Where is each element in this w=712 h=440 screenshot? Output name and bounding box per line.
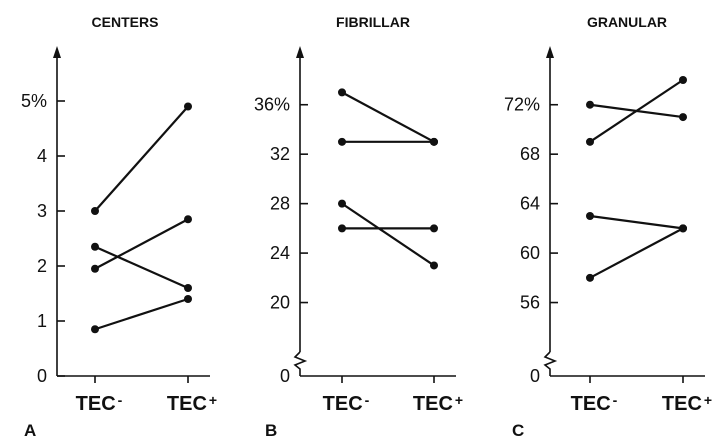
- series-line: [589, 227, 684, 279]
- data-point: [91, 264, 99, 273]
- y-tick-label: 5%: [21, 91, 47, 111]
- y-tick-label: 36%: [254, 95, 290, 115]
- data-point: [91, 242, 99, 251]
- data-points: [91, 102, 192, 334]
- y-tick-label: 28: [270, 194, 290, 214]
- y-tick-label: 32: [270, 144, 290, 164]
- panel-granular: GRANULAR 56 60 64 68 72% 0 TEC - TEC + C: [504, 14, 712, 440]
- data-point: [338, 199, 346, 208]
- y-ticks: 56 60 64 68 72% 0: [504, 95, 558, 386]
- y-tick-label: 20: [270, 293, 290, 313]
- data-point: [679, 224, 687, 233]
- series-lines: [94, 105, 189, 331]
- y-tick-label: 2: [37, 256, 47, 276]
- y-ticks: 0 1 2 3 4 5%: [21, 91, 65, 386]
- data-point: [184, 284, 192, 292]
- data-point: [586, 212, 594, 220]
- axes: [293, 46, 456, 383]
- data-point: [430, 137, 438, 146]
- axis-break: [293, 351, 308, 376]
- series-line: [341, 202, 435, 267]
- x-category-label: TEC +: [413, 392, 463, 415]
- panel-title: GRANULAR: [587, 14, 667, 30]
- data-point: [184, 102, 192, 111]
- data-point: [586, 100, 594, 109]
- panel-title: FIBRILLAR: [336, 14, 410, 30]
- y-tick-label: 72%: [504, 95, 540, 115]
- x-category-label: TEC +: [662, 392, 712, 415]
- x-category-label: TEC -: [323, 392, 370, 415]
- data-points: [338, 88, 438, 270]
- y-zero-label: 0: [280, 366, 290, 386]
- axis-break: [543, 351, 558, 376]
- data-points: [586, 76, 687, 282]
- axes: [53, 46, 210, 383]
- data-point: [91, 207, 99, 215]
- series-lines: [341, 91, 435, 267]
- series-line: [589, 79, 684, 143]
- series-line: [94, 105, 189, 212]
- panel-letter: C: [512, 421, 524, 440]
- data-point: [679, 76, 687, 84]
- data-point: [430, 261, 438, 270]
- series-line: [341, 91, 435, 143]
- series-line: [94, 218, 189, 270]
- panel-fibrillar: FIBRILLAR 20 24 28 32 36% 0 TEC - TEC + B: [254, 14, 463, 440]
- y-tick-label: 0: [37, 366, 47, 386]
- y-tick-label: 1: [37, 311, 47, 331]
- x-category-label: TEC -: [76, 392, 123, 415]
- panel-letter: B: [265, 421, 277, 440]
- y-tick-label: 24: [270, 243, 290, 263]
- series-line: [94, 245, 189, 290]
- panel-letter: A: [24, 421, 36, 440]
- data-point: [586, 137, 594, 146]
- series-lines: [589, 79, 684, 279]
- panel-centers: CENTERS 0 1 2 3 4 5% TEC - TEC + A: [21, 14, 217, 440]
- data-point: [338, 224, 346, 233]
- data-point: [338, 88, 346, 97]
- x-categories: TEC - TEC +: [323, 392, 463, 415]
- data-point: [184, 295, 192, 303]
- y-tick-label: 68: [520, 144, 540, 164]
- x-category-label: TEC -: [571, 392, 618, 415]
- data-point: [679, 113, 687, 122]
- series-line: [94, 297, 189, 331]
- x-category-label: TEC +: [167, 392, 217, 415]
- series-line: [589, 214, 684, 230]
- x-categories: TEC - TEC +: [76, 392, 217, 415]
- y-tick-label: 64: [520, 194, 540, 214]
- y-tick-label: 60: [520, 243, 540, 263]
- y-tick-label: 56: [520, 293, 540, 313]
- y-tick-label: 3: [37, 201, 47, 221]
- data-point: [338, 137, 346, 146]
- y-tick-label: 4: [37, 146, 47, 166]
- data-point: [91, 325, 99, 334]
- panel-title: CENTERS: [92, 14, 159, 30]
- y-ticks: 20 24 28 32 36% 0: [254, 95, 308, 386]
- x-categories: TEC - TEC +: [571, 392, 712, 415]
- data-point: [430, 224, 438, 233]
- data-point: [184, 215, 192, 224]
- y-zero-label: 0: [530, 366, 540, 386]
- data-point: [586, 273, 594, 282]
